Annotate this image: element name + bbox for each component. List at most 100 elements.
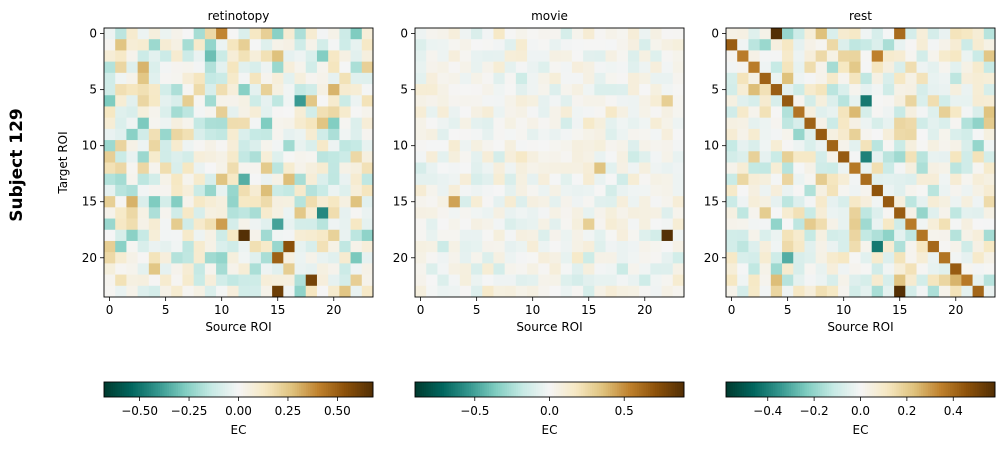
heatmap-cell <box>571 28 584 40</box>
heatmap-cell <box>571 39 584 51</box>
colorbar-segment <box>157 382 161 397</box>
colorbar-segment <box>328 382 331 397</box>
heatmap-cell <box>148 184 161 197</box>
colorbar-segment <box>950 382 953 397</box>
heatmap-cell <box>316 117 329 130</box>
colorbar-segment <box>352 382 356 397</box>
heatmap-cell <box>905 72 917 85</box>
colorbar-segment <box>350 382 354 397</box>
heatmap-cell <box>493 28 506 40</box>
heatmap-cell <box>305 151 318 163</box>
heatmap-cell <box>426 240 438 253</box>
heatmap-cell <box>759 61 772 74</box>
heatmap-cell <box>305 240 318 253</box>
heatmap-cell <box>272 173 284 186</box>
colorbar-segment <box>657 382 660 397</box>
heatmap-cell <box>916 162 929 175</box>
colorbar-segment <box>889 382 893 397</box>
heatmap-cell <box>549 218 562 231</box>
heatmap-cell <box>361 218 374 231</box>
colorbar-segment <box>860 382 864 397</box>
colorbar-segment <box>639 382 642 397</box>
heatmap-cell <box>350 162 363 175</box>
heatmap-cell <box>160 140 172 152</box>
colorbar-segment <box>972 382 976 397</box>
heatmap-cell <box>249 196 262 208</box>
heatmap-cell <box>549 39 562 51</box>
colorbar-segment <box>974 382 978 397</box>
heatmap-cell <box>560 128 573 141</box>
heatmap-cell <box>493 39 506 51</box>
heatmap-cell <box>938 84 951 96</box>
heatmap-cell <box>927 72 940 85</box>
heatmap-cell <box>616 61 629 74</box>
heatmap-cell <box>882 28 895 40</box>
colorbar-segment <box>193 382 197 397</box>
heatmap-cell <box>238 285 251 298</box>
heatmap-cell <box>793 184 805 197</box>
heatmap-cell <box>672 252 685 264</box>
heatmap-cell <box>826 50 839 62</box>
heatmap-cell <box>350 196 363 208</box>
heatmap-cell <box>316 252 329 264</box>
heatmap-cell <box>560 61 573 74</box>
heatmap-cell <box>448 28 461 40</box>
heatmap-cell <box>471 117 483 130</box>
heatmap-cell <box>294 240 307 253</box>
x-tick-label: 10 <box>214 303 229 317</box>
heatmap-cell <box>793 285 805 298</box>
heatmap-cell <box>350 184 363 197</box>
heatmap-cell <box>950 61 962 74</box>
heatmap-cell <box>594 72 606 85</box>
heatmap-cell <box>549 229 562 242</box>
colorbar-segment <box>592 382 595 397</box>
heatmap-cell <box>283 263 295 275</box>
colorbar-segment <box>808 382 812 397</box>
heatmap-cell <box>871 84 884 96</box>
colorbar-segment <box>453 382 456 397</box>
heatmap-cell <box>482 274 494 287</box>
heatmap-cell <box>661 252 674 264</box>
heatmap-cell <box>759 39 772 51</box>
heatmap-cell <box>804 184 817 197</box>
heatmap-cell <box>583 162 595 175</box>
heatmap-cell <box>737 274 749 287</box>
heatmap-cell <box>204 274 217 287</box>
heatmap-cell <box>493 140 506 152</box>
heatmap-cell <box>115 140 127 152</box>
heatmap-cell <box>961 95 973 107</box>
x-tick-label: 10 <box>525 303 540 317</box>
heatmap-cell <box>249 162 262 175</box>
heatmap-cell <box>571 106 584 119</box>
colorbar-segment <box>366 382 369 397</box>
heatmap-cell <box>171 218 183 231</box>
heatmap-cell <box>471 151 483 163</box>
heatmap-cell <box>171 84 183 96</box>
heatmap-cell <box>227 106 239 119</box>
colorbar-segment <box>296 382 300 397</box>
heatmap-cell <box>882 162 895 175</box>
heatmap-cell <box>605 128 618 141</box>
colorbar-segment <box>303 382 307 397</box>
axes-frame <box>725 27 996 298</box>
heatmap-cell <box>938 95 951 107</box>
y-tick-label: 20 <box>82 251 97 265</box>
heatmap-cell <box>793 162 805 175</box>
heatmap-cell <box>305 184 318 197</box>
x-tick-label: 15 <box>892 303 907 317</box>
heatmap-cell <box>737 61 749 74</box>
heatmap-cell <box>283 117 295 130</box>
heatmap-cell <box>871 263 884 275</box>
heatmap-cell <box>815 128 828 141</box>
heatmap-cell <box>148 285 161 298</box>
heatmap-cell <box>459 28 472 40</box>
heatmap-cell <box>350 72 363 85</box>
heatmap-cell <box>426 229 438 242</box>
heatmap-cell <box>283 95 295 107</box>
heatmap-cell <box>571 50 584 62</box>
heatmap-cell <box>983 263 996 275</box>
colorbar-segment <box>571 382 575 397</box>
heatmap-cell <box>616 84 629 96</box>
heatmap-cell <box>838 151 850 163</box>
colorbar-segment <box>278 382 282 397</box>
